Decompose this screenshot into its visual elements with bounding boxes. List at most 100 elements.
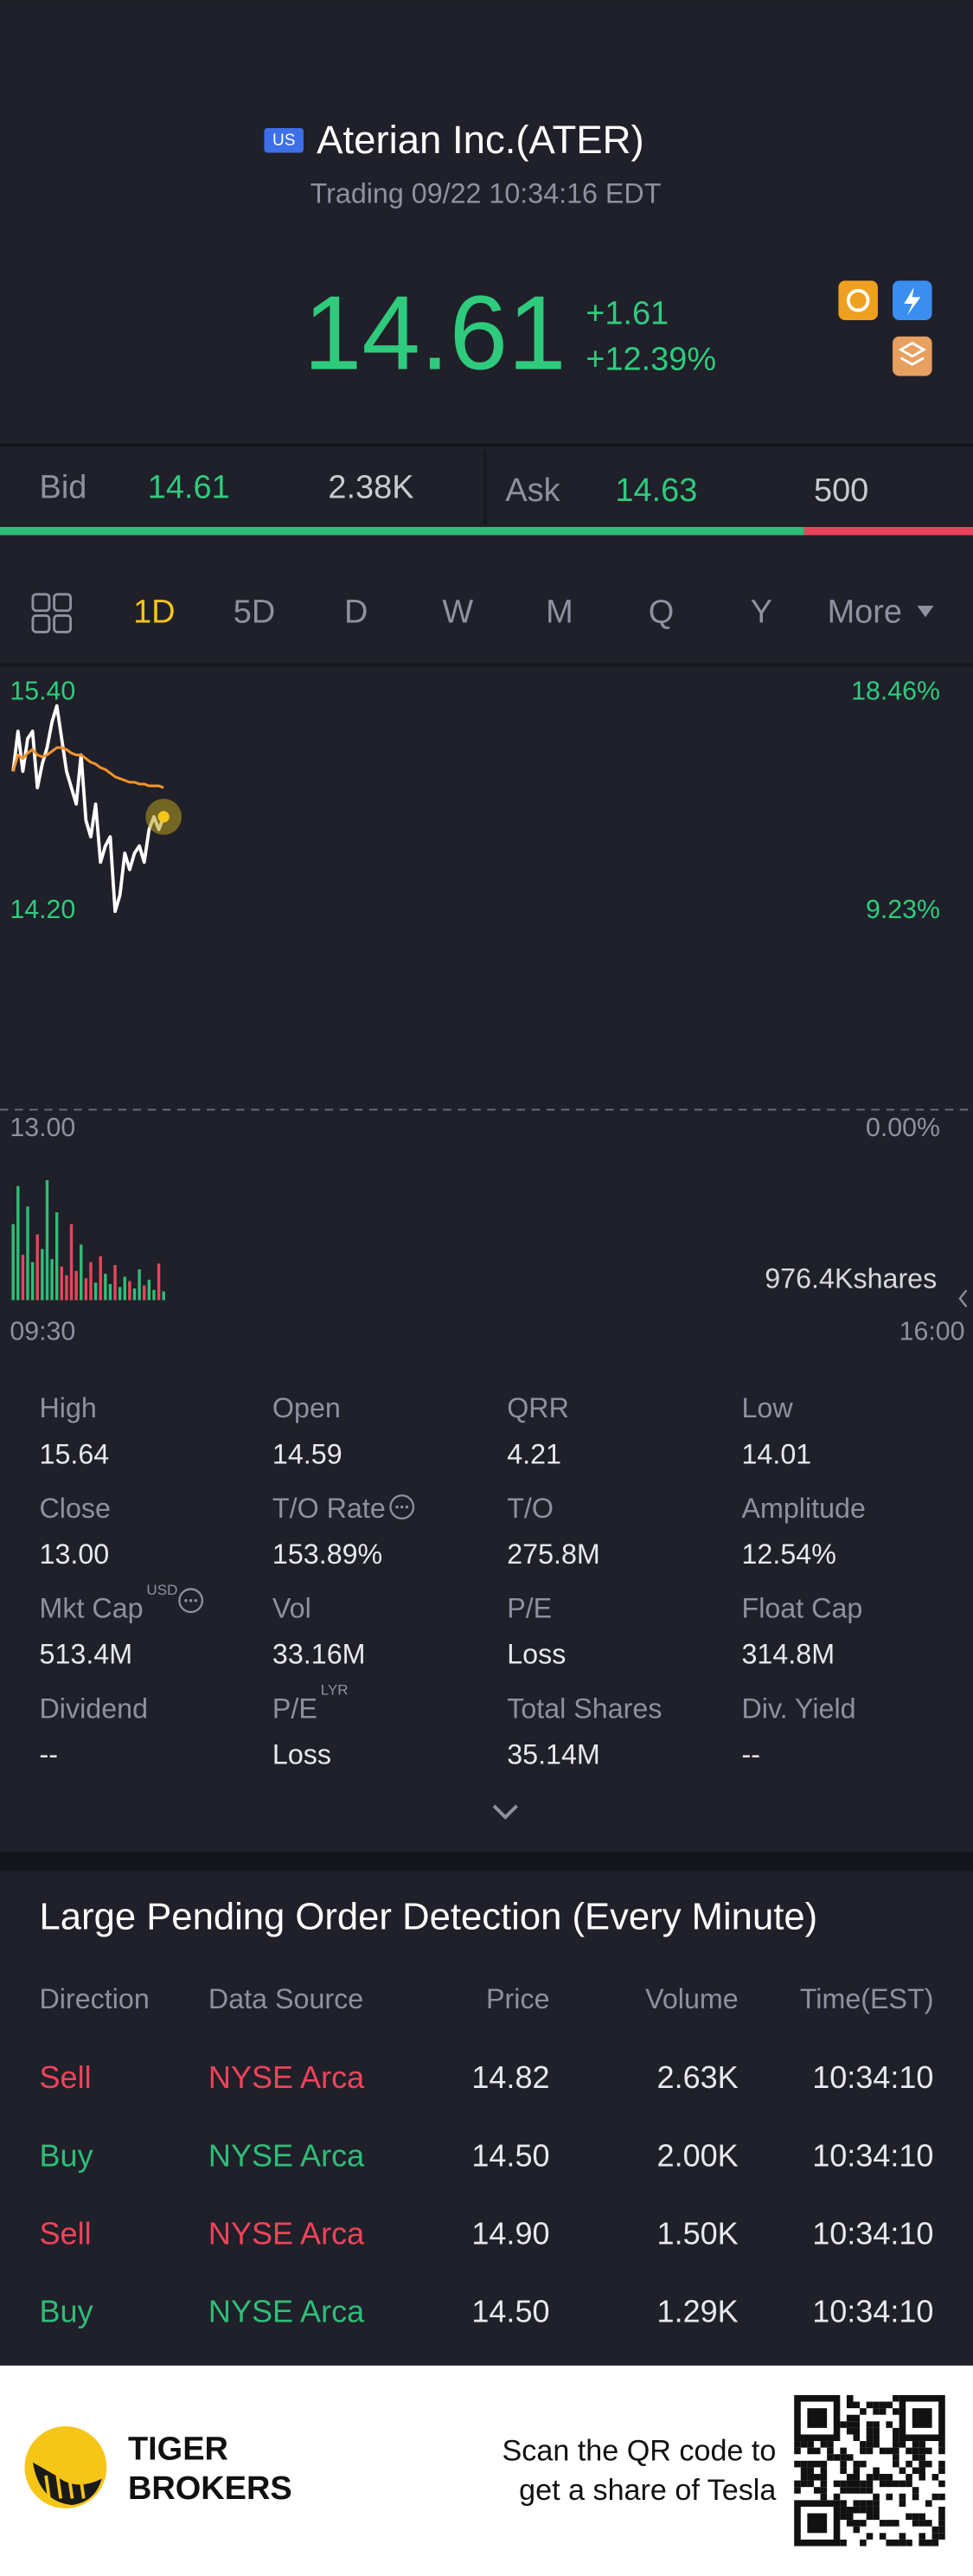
- period-tab[interactable]: Y: [751, 594, 772, 631]
- volume-bar: [162, 1291, 165, 1301]
- stat-value: 4.21: [507, 1438, 561, 1469]
- qr-module: [840, 2513, 847, 2521]
- qr-module: [846, 2480, 854, 2488]
- qr-module: [846, 2414, 854, 2422]
- qr-module: [912, 2520, 919, 2527]
- info-icon[interactable]: [389, 1494, 415, 1519]
- qr-module: [860, 2506, 867, 2514]
- qr-module: [906, 2460, 912, 2468]
- qr-module: [899, 2467, 906, 2474]
- ask-volume-bar: [803, 526, 973, 536]
- qr-module: [873, 2441, 880, 2448]
- layout-icon[interactable]: [31, 593, 51, 613]
- qr-module: [912, 2447, 919, 2455]
- qr-module: [807, 2447, 814, 2455]
- order-cell: 14.50: [471, 2137, 549, 2173]
- order-cell: NYSE Arca: [208, 2215, 365, 2251]
- qr-module: [886, 2480, 893, 2488]
- stat-label: Amplitude: [742, 1493, 866, 1524]
- layout-icon[interactable]: [53, 593, 72, 613]
- period-tab[interactable]: D: [344, 594, 368, 631]
- stat-label: Div. Yield: [742, 1693, 856, 1724]
- info-icon-dot: [194, 1599, 198, 1603]
- stat-label: Vol: [272, 1593, 311, 1624]
- qr-module: [866, 2500, 874, 2507]
- brand-logo-stripe: [55, 2475, 63, 2499]
- stat-value: 513.4M: [40, 1639, 133, 1670]
- y2-tick-label: 0.00%: [866, 1114, 940, 1142]
- layout-icon[interactable]: [31, 614, 51, 633]
- qr-finder-core: [912, 2408, 932, 2428]
- qr-module: [925, 2460, 932, 2468]
- order-cell: NYSE Arca: [208, 2059, 365, 2095]
- y-tick-label: 13.00: [10, 1114, 75, 1142]
- order-cell: Sell: [40, 2059, 92, 2095]
- qr-module: [893, 2460, 899, 2468]
- qr-module: [846, 2520, 854, 2527]
- qr-module: [925, 2447, 932, 2455]
- qr-module: [906, 2539, 912, 2547]
- order-cell: 1.50K: [657, 2215, 739, 2251]
- expand-chevron[interactable]: [492, 1804, 518, 1820]
- volume-bar: [11, 1224, 15, 1301]
- qr-module: [866, 2506, 874, 2514]
- qr-module: [899, 2441, 906, 2448]
- order-cell: 10:34:10: [812, 2137, 933, 2173]
- qr-module: [886, 2520, 893, 2527]
- stat-label: Mkt Cap: [40, 1593, 144, 1624]
- info-icon[interactable]: [178, 1588, 204, 1614]
- qr-module: [846, 2506, 854, 2514]
- qr-module: [853, 2421, 861, 2428]
- qr-module: [800, 2441, 808, 2448]
- period-tab[interactable]: W: [442, 594, 473, 631]
- qr-module: [853, 2500, 861, 2507]
- qr-module: [820, 2441, 828, 2448]
- qr-module: [840, 2460, 847, 2468]
- period-tab[interactable]: More: [828, 594, 902, 631]
- y-tick-label: 15.40: [10, 678, 75, 706]
- period-tab[interactable]: 1D: [133, 594, 176, 631]
- more-caret[interactable]: [917, 606, 934, 618]
- qr-module: [860, 2500, 867, 2507]
- bid-size: 2.38K: [328, 469, 413, 505]
- qr-module: [866, 2447, 874, 2455]
- qr-module: [853, 2480, 861, 2488]
- stat-value: 15.64: [40, 1438, 110, 1469]
- period-tab[interactable]: 5D: [234, 594, 276, 631]
- volume-bar: [84, 1278, 88, 1301]
- qr-module: [820, 2493, 828, 2501]
- info-icon-dot: [400, 1505, 404, 1509]
- volume-bar: [41, 1249, 44, 1301]
- dollar-icon[interactable]: [838, 280, 878, 320]
- qr-module: [906, 2447, 912, 2455]
- period-tab[interactable]: Q: [649, 594, 675, 631]
- order-cell: Sell: [40, 2215, 92, 2251]
- bid-label: Bid: [40, 469, 87, 505]
- qr-module: [807, 2480, 814, 2488]
- section-band: [0, 1851, 973, 1872]
- period-tab[interactable]: M: [546, 594, 573, 631]
- qr-module: [866, 2421, 874, 2428]
- brand-logo-stripe: [79, 2475, 86, 2499]
- stat-value: 12.54%: [742, 1539, 836, 1570]
- qr-module: [873, 2493, 880, 2501]
- qr-module: [899, 2480, 906, 2488]
- stat-value: 14.01: [742, 1438, 812, 1469]
- layout-icon[interactable]: [53, 614, 72, 633]
- order-cell: 2.63K: [657, 2059, 739, 2095]
- volume-bar: [152, 1289, 156, 1301]
- order-cell: 10:34:10: [812, 2215, 933, 2251]
- stat-label: P/E: [272, 1693, 317, 1724]
- qr-finder: [794, 2500, 841, 2547]
- order-cell: 1.29K: [657, 2294, 739, 2329]
- stat-unit: USD: [146, 1582, 177, 1598]
- qr-message: get a share of Tesla: [519, 2474, 776, 2507]
- qr-module: [800, 2480, 808, 2488]
- qr-module: [846, 2421, 854, 2428]
- qr-module: [879, 2447, 887, 2455]
- qr-module: [866, 2473, 874, 2481]
- stat-value: 35.14M: [507, 1738, 600, 1770]
- qr-module: [840, 2447, 847, 2455]
- brand-logo-stripe: [44, 2475, 51, 2499]
- qr-module: [807, 2460, 814, 2468]
